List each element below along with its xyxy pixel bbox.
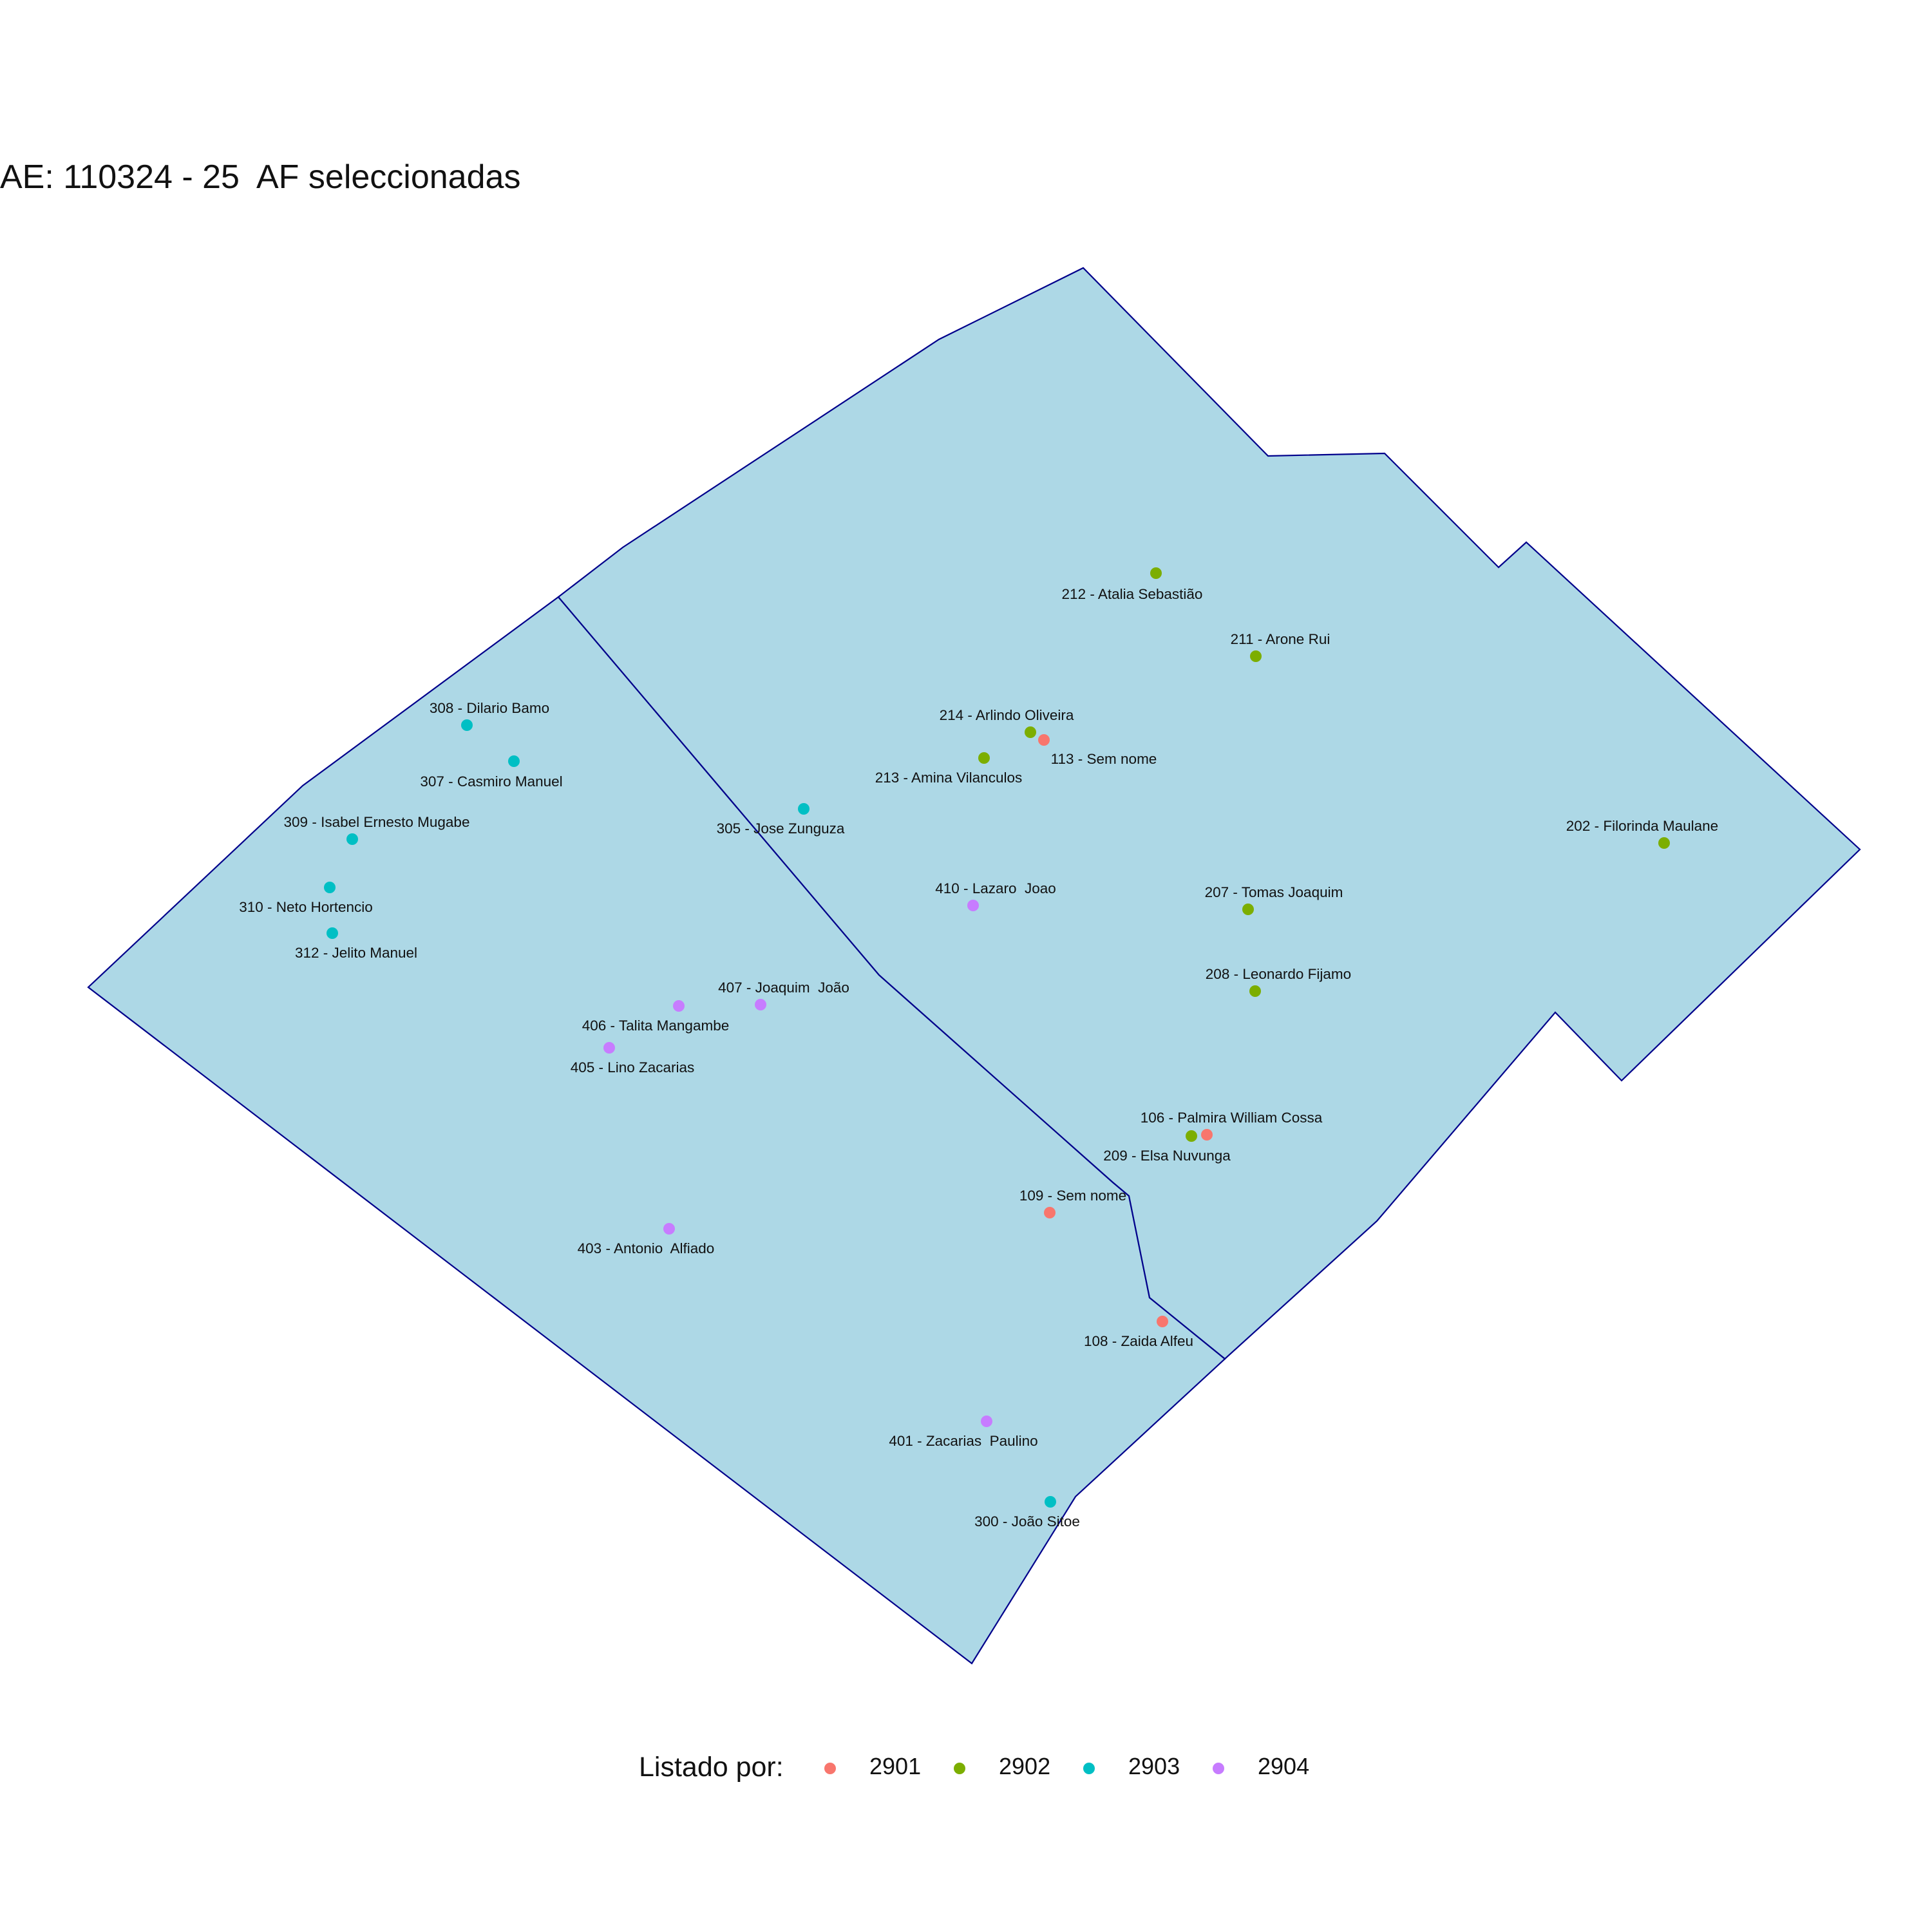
legend-dot-icon <box>1083 1763 1095 1774</box>
legend-dot-icon <box>1213 1763 1224 1774</box>
household-label: 207 - Tomas Joaquim <box>1205 884 1343 900</box>
household-point <box>1044 1207 1056 1218</box>
legend-label: 2901 <box>869 1753 922 1779</box>
household-point <box>508 755 520 767</box>
household-point <box>1150 567 1162 579</box>
household-label: 410 - Lazaro Joao <box>935 880 1056 896</box>
household-point <box>461 719 473 731</box>
household-label: 108 - Zaida Alfeu <box>1084 1333 1193 1349</box>
household-point <box>673 1000 685 1012</box>
household-points: 212 - Atalia Sebastião 211 - Arone Rui 214… <box>239 567 1718 1530</box>
household-label: 407 - Joaquim João <box>718 980 849 996</box>
household-label: 213 - Amina Vilanculos <box>875 770 1022 786</box>
household-label: 208 - Leonardo Fijamo <box>1206 966 1351 982</box>
household-label: 106 - Palmira William Cossa <box>1141 1110 1323 1126</box>
household-label: 211 - Arone Rui <box>1231 631 1331 647</box>
household-point <box>798 803 810 815</box>
household-label: 406 - Talita Mangambe <box>582 1018 729 1034</box>
household-point <box>1045 1496 1056 1508</box>
household-point <box>663 1223 675 1235</box>
household-point <box>1025 726 1036 738</box>
household-point <box>327 927 338 939</box>
household-point <box>1038 734 1050 746</box>
household-label: 113 - Sem nome <box>1051 751 1157 767</box>
area-polygon-east <box>557 267 1861 1360</box>
household-point <box>1658 837 1670 849</box>
household-point <box>346 833 358 845</box>
legend-dot-icon <box>824 1763 836 1774</box>
household-point <box>978 752 990 764</box>
household-label: 202 - Filorinda Maulane <box>1566 818 1718 834</box>
legend-label: 2904 <box>1258 1753 1310 1779</box>
household-label: 405 - Lino Zacarias <box>571 1059 695 1075</box>
legend-title: Listado por: <box>639 1752 784 1783</box>
map-title: AE: 110324 - 25 AF seleccionadas <box>0 158 521 196</box>
household-point <box>1186 1130 1197 1142</box>
household-label: 308 - Dilario Bamo <box>430 700 549 716</box>
household-point <box>324 882 336 893</box>
household-label: 109 - Sem nome <box>1019 1188 1126 1204</box>
enumeration-area-polygons <box>87 267 1861 1665</box>
household-label: 209 - Elsa Nuvunga <box>1103 1148 1231 1164</box>
household-label: 403 - Antonio Alfiado <box>578 1240 715 1256</box>
household-point <box>1250 650 1262 662</box>
household-point <box>1249 985 1261 997</box>
household-point <box>1242 904 1254 915</box>
household-label: 212 - Atalia Sebastião <box>1062 586 1203 602</box>
household-label: 309 - Isabel Ernesto Mugabe <box>284 814 470 830</box>
legend: Listado por: 2901 2902 2903 2904 <box>0 1752 1932 1790</box>
household-label: 401 - Zacarias Paulino <box>889 1433 1037 1449</box>
legend-label: 2903 <box>1128 1753 1180 1779</box>
household-point <box>967 900 979 911</box>
household-label: 300 - João Sitoe <box>974 1513 1080 1530</box>
household-label: 310 - Neto Hortencio <box>239 899 373 915</box>
household-point <box>981 1416 992 1427</box>
household-point <box>603 1042 615 1054</box>
household-point <box>1201 1129 1213 1141</box>
household-label: 305 - Jose Zunguza <box>717 820 845 837</box>
household-point <box>1157 1316 1168 1327</box>
household-label: 214 - Arlindo Oliveira <box>940 707 1074 723</box>
household-label: 307 - Casmiro Manuel <box>420 773 562 790</box>
household-label: 312 - Jelito Manuel <box>295 945 417 961</box>
legend-dot-icon <box>954 1763 965 1774</box>
household-point <box>755 999 766 1010</box>
legend-label: 2902 <box>999 1753 1051 1779</box>
